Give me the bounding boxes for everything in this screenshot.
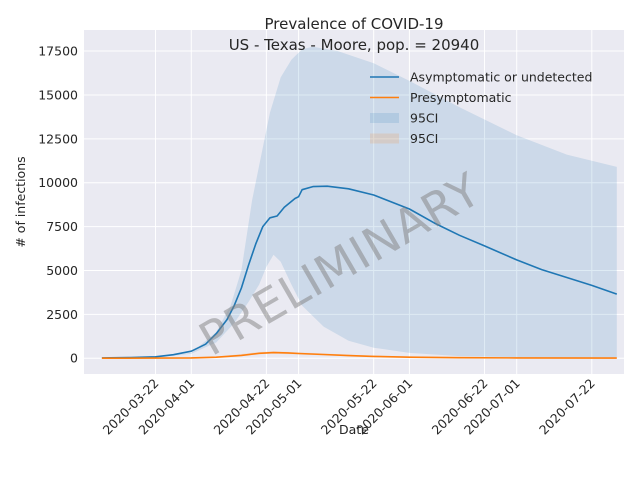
ci-band-1 [101, 46, 617, 359]
legend-label: 95CI [410, 111, 438, 126]
legend-label: Presymptomatic [410, 90, 512, 105]
chart-subtitle: US - Texas - Moore, pop. = 20940 [229, 36, 480, 54]
y-tick-label: 7500 [46, 219, 78, 234]
y-tick-label: 5000 [46, 263, 78, 278]
chart-title: Prevalence of COVID-19 [264, 15, 443, 33]
series-line-1 [101, 185, 618, 359]
y-ticks: 0 2500 5000 7500 10000 12500 15000 17500 [38, 44, 78, 366]
y-tick-label: 12500 [38, 131, 78, 146]
y-tick-label: 10000 [38, 175, 78, 190]
series-line-2 [101, 351, 617, 359]
grid [84, 30, 624, 374]
legend: Asymptomatic or undetected Presymptomatic… [370, 70, 592, 146]
y-tick-label: 2500 [46, 307, 78, 322]
x-tick-label: 2020-07-22 [536, 376, 598, 438]
y-axis-label: # of infections [13, 156, 28, 247]
legend-swatch-patch [370, 113, 399, 123]
y-tick-label: 15000 [38, 87, 78, 102]
y-tick-label: 17500 [38, 44, 78, 59]
plot-background [84, 30, 624, 374]
series-lines [101, 185, 618, 359]
x-axis-label: Date [339, 422, 369, 437]
legend-label: Asymptomatic or undetected [410, 70, 592, 85]
legend-swatch-patch [370, 133, 399, 144]
confidence-bands [101, 46, 617, 359]
legend-label: 95CI [410, 131, 438, 146]
y-tick-label: 0 [70, 351, 78, 366]
